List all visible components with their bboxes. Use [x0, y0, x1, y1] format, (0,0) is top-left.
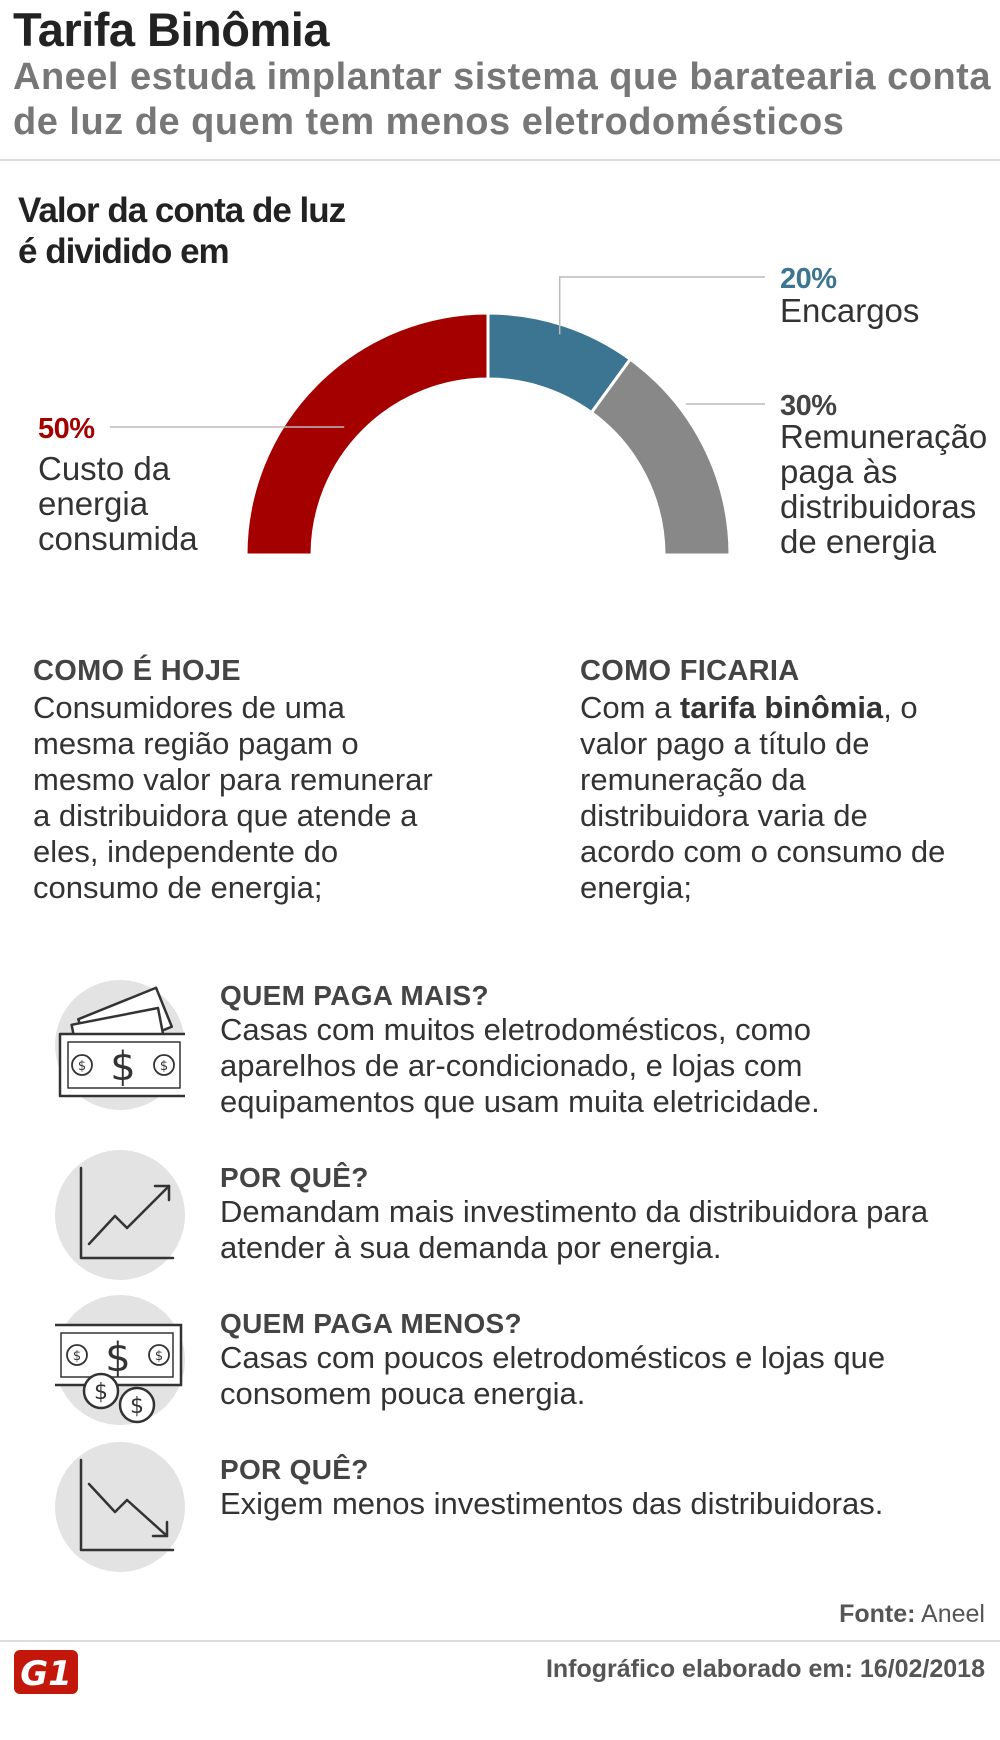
slice-percent: 50%: [38, 413, 95, 445]
ficaria-line: distribuidora varia de: [580, 798, 868, 833]
hoje-line: mesma região pagam o: [33, 726, 359, 761]
svg-text:$: $: [130, 1394, 144, 1419]
page-subtitle: Aneel estuda implantar sistema que barat…: [13, 56, 991, 143]
source-label: Fonte:: [839, 1600, 916, 1628]
credit: Infográfico elaborado em: 16/02/2018: [545, 1655, 985, 1683]
chart-down-icon: [55, 1442, 185, 1577]
ficaria-lines: valor pago a título de remuneração da dist…: [580, 726, 990, 906]
pie-slice: [589, 357, 732, 557]
ficaria-line: valor pago a título de: [580, 726, 870, 761]
item-line: consomem pouca energia.: [220, 1376, 586, 1411]
item-line: equipamentos que usam muita eletricidade…: [220, 1084, 820, 1119]
hoje-line: consumo de energia;: [33, 870, 323, 905]
slice-label: consumida: [38, 520, 198, 557]
ficaria-line-1-bold: tarifa binômia: [679, 690, 884, 725]
item-text: Casas com poucos eletrodomésticos e loja…: [220, 1340, 990, 1412]
slice-label: distribuidoras: [780, 488, 976, 525]
ficaria-line-1-post: , o: [883, 690, 918, 725]
money-coins-icon: $ $ $ $ $: [51, 1295, 185, 1430]
ficaria-line: acordo com o consumo de: [580, 834, 946, 869]
ficaria-line: energia;: [580, 870, 693, 905]
ficaria-line-1-pre: Com a: [580, 690, 680, 725]
hoje-line: Consumidores de uma: [33, 690, 345, 725]
item-por-que-mais: POR QUÊ? Demandam mais investimento da d…: [220, 1162, 990, 1266]
item-quem-paga-mais: QUEM PAGA MAIS? Casas com muitos eletrod…: [220, 980, 990, 1120]
column-title-ficaria: COMO FICARIA: [580, 655, 800, 687]
column-title-hoje: COMO É HOJE: [33, 655, 241, 687]
item-line: Exigem menos investimentos das distribui…: [220, 1486, 884, 1521]
slice-label: de energia: [780, 523, 937, 560]
ficaria-line: remuneração da: [580, 762, 806, 797]
source: Fonte: Aneel: [839, 1600, 985, 1629]
svg-text:$: $: [94, 1380, 108, 1405]
column-como-ficaria: COMO FICARIA Com a tarifa binômia, o val…: [580, 655, 990, 906]
item-text: Casas com muitos eletrodomésticos, como a…: [220, 1012, 990, 1120]
hoje-line: eles, independente do: [33, 834, 339, 869]
money-stack-icon: $ $ $: [55, 980, 190, 1115]
ficaria-line-1: Com a tarifa binômia, o: [580, 690, 990, 726]
page-title: Tarifa Binômia: [13, 3, 329, 56]
item-line: Casas com muitos eletrodomésticos, como: [220, 1012, 811, 1047]
chart-heading: Valor da conta de luz é dividido em: [18, 191, 346, 271]
item-title: POR QUÊ?: [220, 1454, 369, 1485]
item-line: aparelhos de ar-condicionado, e lojas co…: [220, 1048, 803, 1083]
column-text-ficaria: Com a tarifa binômia, o valor pago a tít…: [580, 690, 990, 906]
slice-label: paga às: [780, 453, 897, 490]
item-quem-paga-menos: QUEM PAGA MENOS? Casas com poucos eletro…: [220, 1308, 990, 1412]
divider-top: [0, 159, 1000, 161]
logo-text: G1: [20, 1654, 72, 1694]
svg-text:$: $: [155, 1349, 163, 1364]
divider-bottom: [0, 1640, 1000, 1642]
item-title: QUEM PAGA MAIS?: [220, 980, 489, 1011]
pie-slice: [244, 311, 490, 557]
hoje-line: mesmo valor para remunerar: [33, 762, 433, 797]
item-line: Demandam mais investimento da distribuid…: [220, 1194, 929, 1229]
item-text: Demandam mais investimento da distribuid…: [220, 1194, 990, 1266]
leader-line: [558, 276, 765, 335]
svg-text:$: $: [160, 1059, 168, 1074]
item-por-que-menos: POR QUÊ? Exigem menos investimentos das …: [220, 1454, 990, 1522]
item-text: Exigem menos investimentos das distribui…: [220, 1486, 990, 1522]
item-line: atender à sua demanda por energia.: [220, 1230, 722, 1265]
column-como-e-hoje: COMO É HOJE Consumidores de uma mesma reg…: [33, 655, 483, 906]
item-title: POR QUÊ?: [220, 1162, 369, 1193]
slice-label: Encargos: [780, 292, 919, 329]
slice-label: energia: [38, 485, 149, 522]
svg-text:$: $: [78, 1059, 86, 1074]
slice-label: Custo da: [38, 450, 171, 487]
chart-up-icon: [55, 1150, 185, 1285]
slice-percent: 20%: [780, 263, 837, 295]
slice-percent: 30%: [780, 390, 837, 422]
svg-text:$: $: [110, 1044, 135, 1090]
source-value: Aneel: [921, 1600, 985, 1628]
slice-label: Remuneração: [780, 418, 987, 455]
hoje-line: a distribuidora que atende a: [33, 798, 418, 833]
g1-logo: G1: [14, 1650, 78, 1694]
item-title: QUEM PAGA MENOS?: [220, 1308, 522, 1339]
svg-text:$: $: [73, 1349, 81, 1364]
svg-text:$: $: [105, 1335, 130, 1381]
item-line: Casas com poucos eletrodomésticos e loja…: [220, 1340, 886, 1375]
